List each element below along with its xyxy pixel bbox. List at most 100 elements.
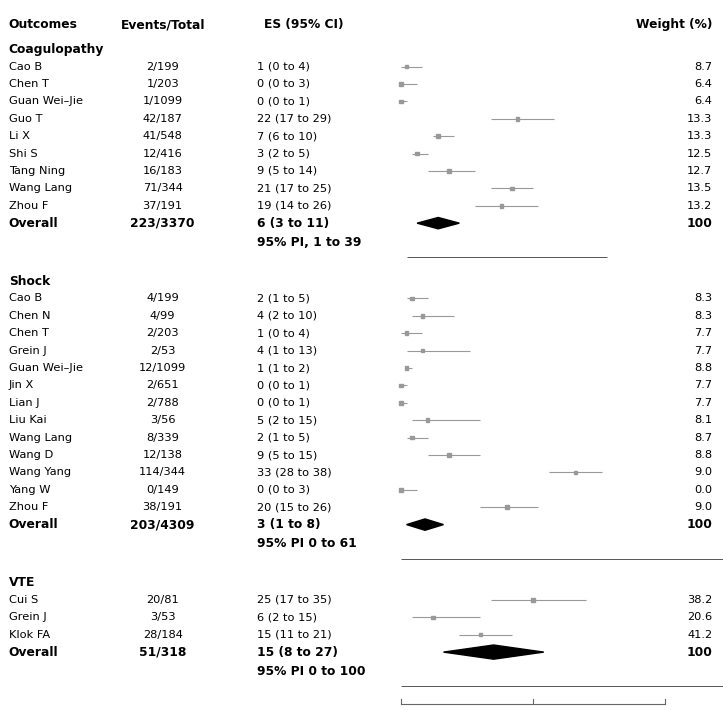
Text: Grein J: Grein J: [9, 346, 46, 356]
Text: Coagulopathy: Coagulopathy: [9, 43, 104, 55]
Text: 38/191: 38/191: [142, 502, 183, 512]
Text: 100: 100: [686, 645, 712, 659]
Text: 0.0: 0.0: [694, 485, 712, 495]
Bar: [431, 616, 435, 619]
Text: Overall: Overall: [9, 645, 59, 659]
Text: 41/548: 41/548: [142, 131, 183, 141]
Text: 100: 100: [686, 518, 712, 531]
Text: Cao B: Cao B: [9, 62, 42, 72]
Text: 4/199: 4/199: [146, 293, 179, 303]
Text: Wang Yang: Wang Yang: [9, 467, 71, 477]
Text: 6 (3 to 11): 6 (3 to 11): [257, 217, 329, 229]
Text: Chen T: Chen T: [9, 79, 48, 89]
Text: 12.7: 12.7: [687, 166, 712, 176]
Text: 3/56: 3/56: [150, 415, 176, 425]
Text: 0 (0 to 3): 0 (0 to 3): [257, 79, 309, 89]
Text: Wang D: Wang D: [9, 450, 53, 460]
Bar: [405, 332, 408, 335]
Text: Zhou F: Zhou F: [9, 502, 48, 512]
Text: 20 (15 to 26): 20 (15 to 26): [257, 502, 331, 512]
Bar: [400, 82, 403, 86]
Text: 7.7: 7.7: [694, 328, 712, 338]
Text: 12.5: 12.5: [687, 148, 712, 158]
Bar: [400, 383, 403, 387]
Polygon shape: [417, 217, 459, 229]
Text: 5 (2 to 15): 5 (2 to 15): [257, 415, 317, 425]
Text: 8.7: 8.7: [694, 432, 712, 442]
Text: 0 (0 to 3): 0 (0 to 3): [257, 485, 309, 495]
Text: 95% PI 0 to 100: 95% PI 0 to 100: [257, 665, 365, 678]
Text: 2/651: 2/651: [146, 381, 179, 390]
Text: 9.0: 9.0: [694, 502, 712, 512]
Text: 19 (14 to 26): 19 (14 to 26): [257, 201, 331, 211]
Text: 2 (1 to 5): 2 (1 to 5): [257, 432, 309, 442]
Text: 9.0: 9.0: [694, 467, 712, 477]
Text: Wang Lang: Wang Lang: [9, 432, 72, 442]
Text: Cui S: Cui S: [9, 595, 38, 605]
Text: 6.4: 6.4: [694, 97, 712, 106]
Text: 8.8: 8.8: [694, 450, 712, 460]
Text: Shock: Shock: [9, 275, 50, 288]
Text: Liu Kai: Liu Kai: [9, 415, 46, 425]
Text: 1 (0 to 4): 1 (0 to 4): [257, 62, 309, 72]
Text: 51/318: 51/318: [139, 645, 187, 659]
Text: Wang Lang: Wang Lang: [9, 183, 72, 193]
Text: 4 (1 to 13): 4 (1 to 13): [257, 346, 317, 356]
Bar: [410, 297, 414, 300]
Text: 2 (1 to 5): 2 (1 to 5): [257, 293, 309, 303]
Text: 13.5: 13.5: [687, 183, 712, 193]
Text: VTE: VTE: [9, 576, 35, 589]
Bar: [479, 633, 482, 636]
Text: Chen T: Chen T: [9, 328, 48, 338]
Text: 9 (5 to 14): 9 (5 to 14): [257, 166, 317, 176]
Text: Shi S: Shi S: [9, 148, 38, 158]
Text: 0 (0 to 1): 0 (0 to 1): [257, 398, 309, 408]
Text: Weight (%): Weight (%): [636, 18, 712, 31]
Text: 42/187: 42/187: [142, 114, 183, 124]
Text: 114/344: 114/344: [139, 467, 187, 477]
Bar: [421, 314, 424, 317]
Bar: [400, 488, 403, 491]
Text: Tang Ning: Tang Ning: [9, 166, 65, 176]
Text: 22 (17 to 29): 22 (17 to 29): [257, 114, 331, 124]
Text: 33 (28 to 38): 33 (28 to 38): [257, 467, 331, 477]
Text: 3 (2 to 5): 3 (2 to 5): [257, 148, 309, 158]
Text: Overall: Overall: [9, 217, 59, 229]
Text: 8.3: 8.3: [694, 311, 712, 321]
Bar: [415, 152, 419, 155]
Text: 8.7: 8.7: [694, 62, 712, 72]
Text: 1/203: 1/203: [146, 79, 179, 89]
Text: 71/344: 71/344: [142, 183, 183, 193]
Text: Li X: Li X: [9, 131, 30, 141]
Text: Lian J: Lian J: [9, 398, 39, 408]
Bar: [573, 471, 577, 474]
Text: Zhou F: Zhou F: [9, 201, 48, 211]
Text: 13.3: 13.3: [687, 131, 712, 141]
Bar: [510, 187, 514, 190]
Text: Outcomes: Outcomes: [9, 18, 77, 31]
Text: 4 (2 to 10): 4 (2 to 10): [257, 311, 317, 321]
Text: 37/191: 37/191: [142, 201, 183, 211]
Text: 223/3370: 223/3370: [130, 217, 195, 229]
Text: 6.4: 6.4: [694, 79, 712, 89]
Text: Klok FA: Klok FA: [9, 630, 50, 640]
Text: 38.2: 38.2: [687, 595, 712, 605]
Text: 6 (2 to 15): 6 (2 to 15): [257, 612, 317, 622]
Bar: [437, 134, 440, 138]
Bar: [447, 169, 450, 173]
Bar: [447, 453, 450, 457]
Text: 2/199: 2/199: [146, 62, 179, 72]
Polygon shape: [443, 645, 544, 659]
Polygon shape: [406, 519, 443, 530]
Text: Yang W: Yang W: [9, 485, 50, 495]
Text: 25 (17 to 35): 25 (17 to 35): [257, 595, 331, 605]
Text: Guo T: Guo T: [9, 114, 42, 124]
Bar: [405, 65, 408, 68]
Bar: [515, 117, 519, 121]
Text: 8.3: 8.3: [694, 293, 712, 303]
Text: 13.3: 13.3: [687, 114, 712, 124]
Text: 2/53: 2/53: [150, 346, 176, 356]
Text: 20/81: 20/81: [146, 595, 179, 605]
Text: 95% PI, 1 to 39: 95% PI, 1 to 39: [257, 236, 361, 248]
Text: 41.2: 41.2: [687, 630, 712, 640]
